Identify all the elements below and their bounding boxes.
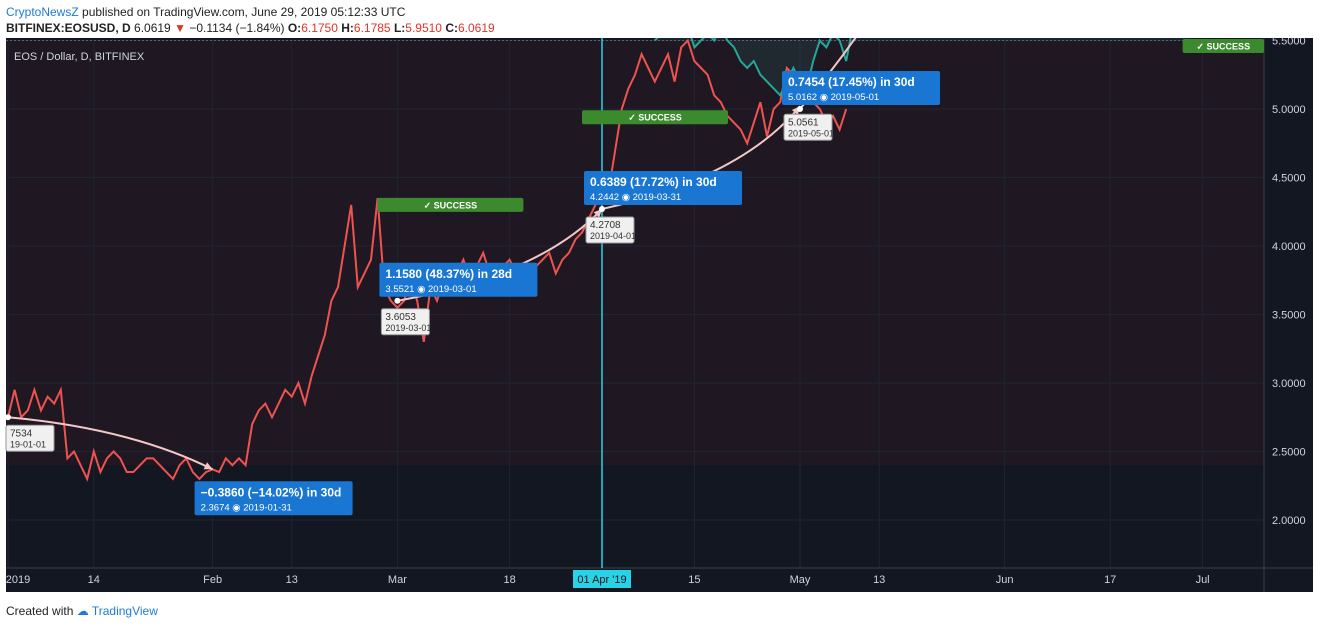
success-badge-label: ✓ SUCCESS [1197,41,1251,51]
result-box [584,171,742,206]
x-tick-label: Jun [996,574,1014,586]
price-point-label [783,113,833,141]
result-box [194,481,353,516]
x-tick-label: 01 Apr '19 [577,574,626,586]
x-tick-label: 13 [286,574,298,586]
high-value: 6.1785 [353,21,391,35]
last-price-text: 6.0619 [134,21,171,35]
footer: Created with ☁ TradingView [6,604,158,618]
shaded-zone [6,40,1264,466]
arrow-start-point [797,106,803,112]
result-box-detail: 2.3674 ◉ 2019-01-31 [201,502,292,513]
price-point-date: 19-01-01 [10,439,46,449]
down-triangle-icon: ▼ [174,21,186,35]
created-with-text: Created with [6,604,74,618]
arrow-head-icon [593,209,602,218]
x-tick-label: 15 [688,574,700,586]
open-label: O: [287,21,302,35]
author-link[interactable]: CryptoNewsZ [6,5,79,19]
arrow-head-icon [203,462,213,470]
x-tick-label: 18 [503,574,515,586]
change-text: −0.1134 (−1.84%) [189,21,285,35]
projection-arrow [799,38,857,110]
result-box-detail: 3.5521 ◉ 2019-03-01 [385,284,476,295]
x-tick-label: Mar [388,574,407,586]
result-box [782,71,940,105]
success-badge-label: ✓ SUCCESS [424,200,478,210]
x-tick-label: May [790,574,811,586]
x-tick-label: 17 [1104,574,1116,586]
x-tick-label: Jul [1196,574,1210,586]
x-tick-label: Feb [203,574,222,586]
price-chart[interactable]: 9.00008.50008.00007.50007.00006.50006.00… [0,38,1320,596]
success-badge [582,110,728,125]
symbol-text: BITFINEX:EOSUSD, D [6,21,131,35]
series-line-bull [654,38,852,98]
x-tick-label: 13 [873,574,885,586]
projection-arrow [7,416,214,471]
result-box [379,262,538,297]
symbol-line: BITFINEX:EOSUSD, D 6.0619 ▼ −0.1134 (−1.… [6,21,495,35]
price-point-date: 2019-03-01 [385,323,431,333]
x-tick-label: 2019 [6,574,30,586]
arrow-start-point [5,414,11,421]
tradingview-link[interactable]: TradingView [91,604,158,618]
price-point-value: 7534 [10,428,33,439]
y-tick-label: 2.0000 [1272,515,1306,527]
x-tick-label: 14 [88,574,100,586]
close-label: C: [445,21,458,35]
publish-line: CryptoNewsZ published on TradingView.com… [6,5,405,19]
result-box-change: 0.7454 (17.45%) in 30d [788,75,915,89]
price-point-label [380,308,430,336]
chart-title: EOS / Dollar, D, BITFINEX [14,51,145,63]
y-tick-label: 3.0000 [1272,378,1306,390]
low-value: 5.9510 [405,21,442,35]
result-box-change: 0.6389 (17.72%) in 30d [590,175,717,189]
crosshair-time-badge [573,570,631,588]
success-badge-label: ✓ SUCCESS [628,113,682,123]
price-point-date: 2019-04-01 [590,231,636,241]
price-point-value: 3.6053 [385,312,416,323]
open-value: 6.1750 [301,21,338,35]
arrow-start-point [394,297,401,304]
y-tick-label: 2.5000 [1272,447,1306,459]
y-tick-label: 4.5000 [1272,173,1306,185]
y-tick-label: 3.5000 [1272,310,1306,322]
high-label: H: [341,21,354,35]
published-text: published on TradingView.com, June 29, 2… [82,5,406,19]
y-tick-label: 4.0000 [1272,241,1306,253]
low-label: L: [393,21,406,35]
result-box-change: −0.3860 (−14.02%) in 30d [201,485,342,499]
y-tick-label: 5.0000 [1272,104,1306,116]
result-box-change: 1.1580 (48.37%) in 28d [385,267,512,281]
success-badge [377,197,524,212]
y-tick-label: 5.5000 [1272,38,1306,48]
result-box-detail: 4.2442 ◉ 2019-03-31 [590,192,681,203]
bull-area [654,38,1190,96]
close-value: 6.0619 [458,21,495,35]
tradingview-logo-icon: ☁ [76,604,89,618]
result-box-detail: 5.0162 ◉ 2019-05-01 [788,92,879,103]
price-point-label [585,216,635,244]
arrow-start-point [599,206,605,213]
price-point-date: 2019-05-01 [788,128,834,138]
success-badge [1182,38,1264,53]
price-point-value: 5.0561 [788,117,819,128]
price-point-label [5,424,55,452]
price-point-value: 4.2708 [590,220,621,231]
